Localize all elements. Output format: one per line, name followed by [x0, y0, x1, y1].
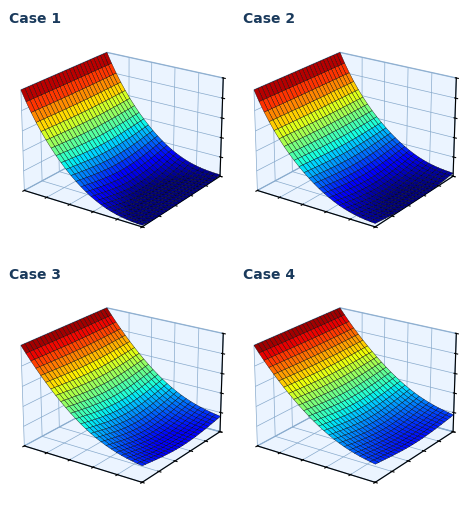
- Text: Case 1: Case 1: [9, 13, 62, 26]
- Text: Case 4: Case 4: [243, 268, 295, 282]
- Text: Case 3: Case 3: [9, 268, 62, 282]
- Text: Case 2: Case 2: [243, 13, 295, 26]
